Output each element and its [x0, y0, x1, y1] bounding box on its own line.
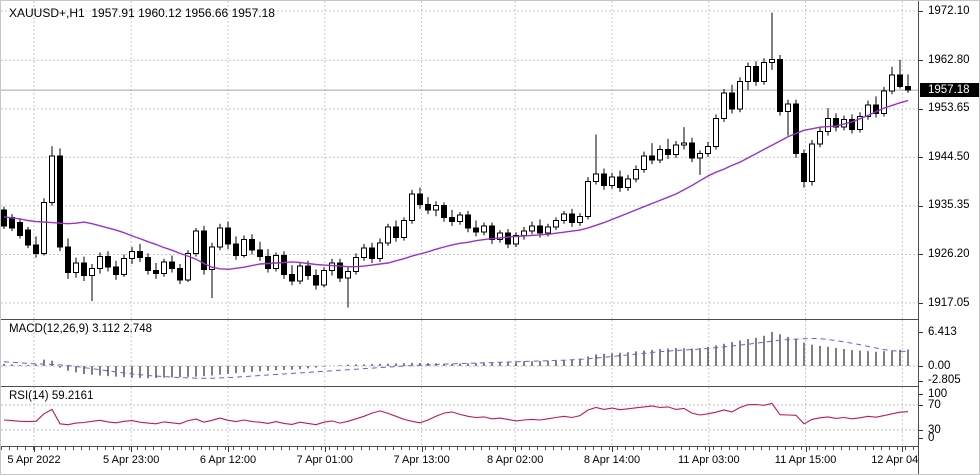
- candlesticks-layer: [1, 12, 911, 308]
- rsi-tick-label: 70: [928, 398, 941, 411]
- price-tick-label: 1972.10: [928, 4, 970, 17]
- grid-layer: [33, 320, 903, 385]
- macd-values: 3.112 2.748: [92, 323, 152, 335]
- macd-panel[interactable]: MACD(12,26,9) 3.112 2.748: [1, 320, 918, 387]
- high-value: 1960.12: [138, 6, 182, 20]
- time-tick-mark: [228, 447, 229, 452]
- ma-line: [3, 99, 909, 271]
- time-tick-label: 11 Apr 15:00: [774, 454, 837, 466]
- price-tick-label: 1944.50: [928, 150, 970, 163]
- close-value: 1957.18: [231, 6, 275, 20]
- time-tick-mark: [421, 447, 423, 452]
- axis-tick-mark: [919, 438, 923, 439]
- rsi-value: 59.2161: [51, 390, 94, 402]
- rsi-chart: [1, 387, 918, 445]
- price-axis[interactable]: 1957.18 1972.10 1962.80 1953.65 1944.50 1935…: [918, 1, 979, 474]
- macd-tick-label: 0.00: [928, 359, 951, 372]
- symbol-period-label: XAUUSD+,H1: [9, 6, 85, 20]
- time-tick-mark: [131, 447, 133, 452]
- time-tick-label: 7 Apr 01:00: [296, 454, 353, 466]
- macd-signal-line: [3, 337, 909, 379]
- rsi-panel[interactable]: RSI(14) 59.2161: [1, 387, 918, 447]
- rsi-line: [3, 402, 909, 426]
- axis-tick-mark: [919, 303, 923, 304]
- axis-tick-mark: [919, 430, 923, 431]
- time-tick-label: 11 Apr 03:00: [678, 454, 740, 466]
- low-value: 1956.66: [184, 6, 229, 20]
- price-tick-label: 1962.80: [928, 53, 970, 66]
- price-tick-label: 1953.65: [928, 102, 970, 115]
- time-tick-mark: [902, 447, 904, 452]
- time-axis-minor-ticks: [1, 447, 918, 450]
- time-tick-mark: [708, 447, 710, 452]
- rsi-tick-label: 100: [928, 387, 948, 400]
- axis-tick-mark: [919, 394, 923, 395]
- axis-tick-mark: [919, 11, 923, 12]
- time-tick-label: 7 Apr 13:00: [393, 454, 450, 466]
- time-axis[interactable]: 5 Apr 2022 5 Apr 23:00 6 Apr 12:00 7 Apr 01…: [1, 447, 934, 474]
- time-tick-label: 5 Apr 2022: [7, 454, 61, 466]
- open-value: 1957.91: [91, 6, 135, 20]
- macd-tick-label: -2.805: [928, 374, 961, 387]
- macd-label: MACD(12,26,9) 3.112 2.748: [9, 323, 152, 335]
- price-tick-label: 1917.05: [928, 296, 970, 309]
- current-price-badge: 1957.18: [920, 83, 979, 98]
- macd-tick-label: 6.413: [928, 325, 957, 338]
- macd-histogram: [3, 332, 909, 379]
- time-tick-mark: [34, 447, 35, 452]
- time-tick-mark: [515, 447, 517, 452]
- grid-layer: [1, 1, 918, 319]
- time-tick-label: 6 Apr 12:00: [199, 454, 257, 466]
- time-tick-mark: [612, 447, 613, 452]
- rsi-tick-label: 30: [928, 423, 941, 436]
- candlestick-chart: [1, 1, 918, 319]
- macd-chart: [1, 320, 918, 385]
- rsi-tick-label: 0: [928, 431, 935, 444]
- axis-tick-mark: [919, 254, 923, 256]
- axis-tick-mark: [919, 366, 923, 367]
- time-tick-label: 12 Apr 04:00: [871, 454, 934, 466]
- axis-tick-mark: [919, 380, 923, 382]
- time-tick-label: 5 Apr 23:00: [103, 454, 160, 466]
- axis-tick-mark: [919, 60, 923, 62]
- axis-tick-mark: [919, 205, 923, 207]
- time-tick-mark: [805, 447, 807, 452]
- grid-layer: [33, 387, 903, 445]
- rsi-label: RSI(14) 59.2161: [9, 390, 94, 402]
- time-tick-label: 8 Apr 02:00: [487, 454, 544, 466]
- time-tick-mark: [324, 447, 326, 452]
- axis-tick-mark: [919, 405, 923, 406]
- chart-legend: XAUUSD+,H1 1957.91 1960.12 1956.66 1957.…: [9, 6, 275, 20]
- axis-tick-mark: [919, 157, 923, 159]
- price-tick-label: 1935.35: [928, 199, 970, 212]
- price-tick-label: 1926.20: [928, 247, 970, 260]
- price-panel[interactable]: XAUUSD+,H1 1957.91 1960.12 1956.66 1957.…: [1, 1, 918, 320]
- axis-tick-mark: [919, 332, 923, 333]
- axis-tick-mark: [919, 108, 923, 110]
- time-tick-label: 8 Apr 14:00: [583, 454, 641, 466]
